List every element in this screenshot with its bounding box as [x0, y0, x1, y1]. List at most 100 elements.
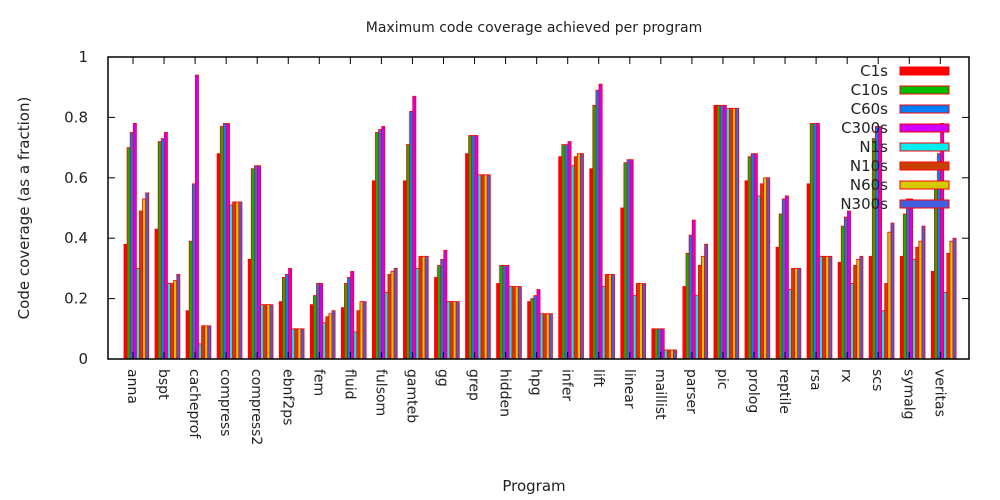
- bar-n300s-grep: [486, 174, 491, 360]
- bar-c1s-gg: [434, 277, 438, 360]
- bar-n10s-fem: [325, 316, 330, 360]
- legend-label: C1s: [860, 62, 888, 80]
- bar-c300s-pic: [722, 104, 727, 360]
- x-tick-label: fulsom: [372, 369, 388, 416]
- bar-n300s-compress2: [269, 304, 274, 360]
- bar-c300s-ebnf2ps: [288, 267, 293, 360]
- legend-swatch-n300s: [899, 199, 950, 209]
- bar-c10s-reptile: [778, 213, 783, 360]
- x-tick-label: linear: [621, 369, 637, 409]
- legend-label: C10s: [851, 81, 889, 99]
- bar-c1s-fluid: [340, 307, 345, 360]
- bar-c300s-prolog: [753, 153, 758, 360]
- y-tick-label: 0.2: [64, 290, 88, 308]
- bar-n1s-parser: [694, 295, 699, 360]
- bar-n60s-gg: [452, 301, 457, 360]
- bar-n60s-fem: [328, 313, 333, 360]
- bar-n60s-compress2: [266, 304, 271, 360]
- bar-c10s-anna: [126, 147, 131, 360]
- x-tick-label: symalg: [900, 369, 916, 420]
- bar-n10s-scs: [884, 283, 889, 360]
- bar-c60s-hpg: [533, 295, 538, 360]
- bar-c10s-hidden: [499, 264, 504, 360]
- bar-c1s-hidden: [496, 283, 501, 360]
- x-tick-label: scs: [869, 369, 885, 391]
- bar-n1s-maillist: [663, 349, 668, 360]
- bar-n60s-ebnf2ps: [297, 328, 302, 360]
- bar-n1s-rx: [850, 283, 855, 360]
- bar-n1s-fluid: [353, 331, 358, 360]
- bar-n10s-parser: [698, 264, 702, 360]
- x-tick-label: prolog: [745, 369, 761, 413]
- bar-n10s-maillist: [666, 349, 671, 360]
- bar-n10s-grep: [480, 174, 485, 360]
- chart-title: Maximum code coverage achieved per progr…: [366, 20, 702, 36]
- bar-n1s-infer: [570, 165, 575, 360]
- bar-n300s-hidden: [517, 286, 522, 360]
- bar-c1s-veritas: [930, 271, 935, 360]
- bar-n300s-maillist: [673, 349, 678, 360]
- bar-c10s-compress: [219, 126, 224, 360]
- bar-c60s-gamteb: [409, 110, 414, 360]
- bar-n60s-rsa: [825, 255, 830, 360]
- bar-n10s-hpg: [542, 313, 547, 360]
- bar-c60s-rsa: [812, 123, 817, 360]
- bar-c60s-rx: [843, 216, 848, 360]
- bar-c10s-symalg: [902, 213, 907, 360]
- y-tick-label: 0.6: [64, 169, 88, 187]
- bar-c60s-compress2: [253, 165, 258, 360]
- x-tick-label: veritas: [931, 369, 947, 417]
- bar-n60s-linear: [639, 283, 643, 360]
- bar-n1s-compress2: [260, 304, 265, 360]
- bar-n10s-ebnf2ps: [294, 328, 299, 360]
- bar-n60s-anna: [142, 198, 147, 360]
- bar-n1s-reptile: [788, 289, 792, 360]
- x-tick-label: reptile: [776, 369, 792, 414]
- bar-c1s-bspt: [154, 228, 159, 360]
- bar-c1s-infer: [558, 156, 563, 360]
- bar-n300s-ebnf2ps: [300, 328, 305, 360]
- bar-c10s-ebnf2ps: [281, 277, 286, 360]
- bar-n1s-hidden: [508, 286, 513, 360]
- y-tick-label: 0.4: [64, 229, 88, 247]
- bar-c300s-compress: [226, 123, 230, 360]
- bar-n300s-linear: [642, 283, 646, 360]
- bar-c60s-fem: [316, 283, 320, 360]
- bar-n10s-reptile: [791, 267, 796, 360]
- bar-c10s-linear: [623, 162, 628, 360]
- bar-c300s-anna: [132, 123, 137, 360]
- bar-c1s-symalg: [899, 255, 904, 360]
- bar-n1s-gg: [446, 301, 451, 360]
- bar-c1s-parser: [682, 286, 687, 360]
- bar-c1s-ebnf2ps: [278, 301, 283, 360]
- x-tick-label: lift: [590, 369, 606, 387]
- legend-label: N60s: [850, 176, 888, 194]
- bar-c300s-lift: [598, 83, 603, 360]
- legend-label: C60s: [851, 100, 889, 118]
- legend-swatch-n60s: [899, 180, 950, 190]
- bar-c60s-cacheprof: [191, 183, 196, 360]
- x-tick-label: parser: [683, 369, 699, 414]
- bar-n1s-bspt: [167, 283, 171, 360]
- bar-c10s-prolog: [747, 156, 752, 360]
- bar-c10s-cacheprof: [188, 240, 193, 360]
- bar-n10s-gg: [449, 301, 454, 360]
- bar-c1s-prolog: [744, 180, 749, 360]
- bar-n10s-compress2: [263, 304, 268, 360]
- bar-c10s-gamteb: [406, 144, 411, 360]
- bar-c60s-bspt: [160, 138, 165, 360]
- bar-c60s-parser: [688, 234, 693, 360]
- bar-n1s-prolog: [757, 195, 761, 360]
- legend-swatch-c60s: [899, 104, 950, 114]
- bar-n300s-gamteb: [424, 255, 429, 360]
- bar-c60s-symalg: [906, 198, 910, 360]
- legend-swatch-c1s: [899, 66, 950, 76]
- bar-n1s-symalg: [912, 258, 917, 360]
- bar-n300s-fem: [331, 310, 336, 360]
- bar-c10s-hpg: [530, 298, 535, 360]
- bar-c300s-hidden: [505, 264, 510, 360]
- bar-c300s-infer: [567, 141, 572, 360]
- bar-c1s-anna: [123, 243, 128, 360]
- bar-c1s-linear: [620, 207, 625, 360]
